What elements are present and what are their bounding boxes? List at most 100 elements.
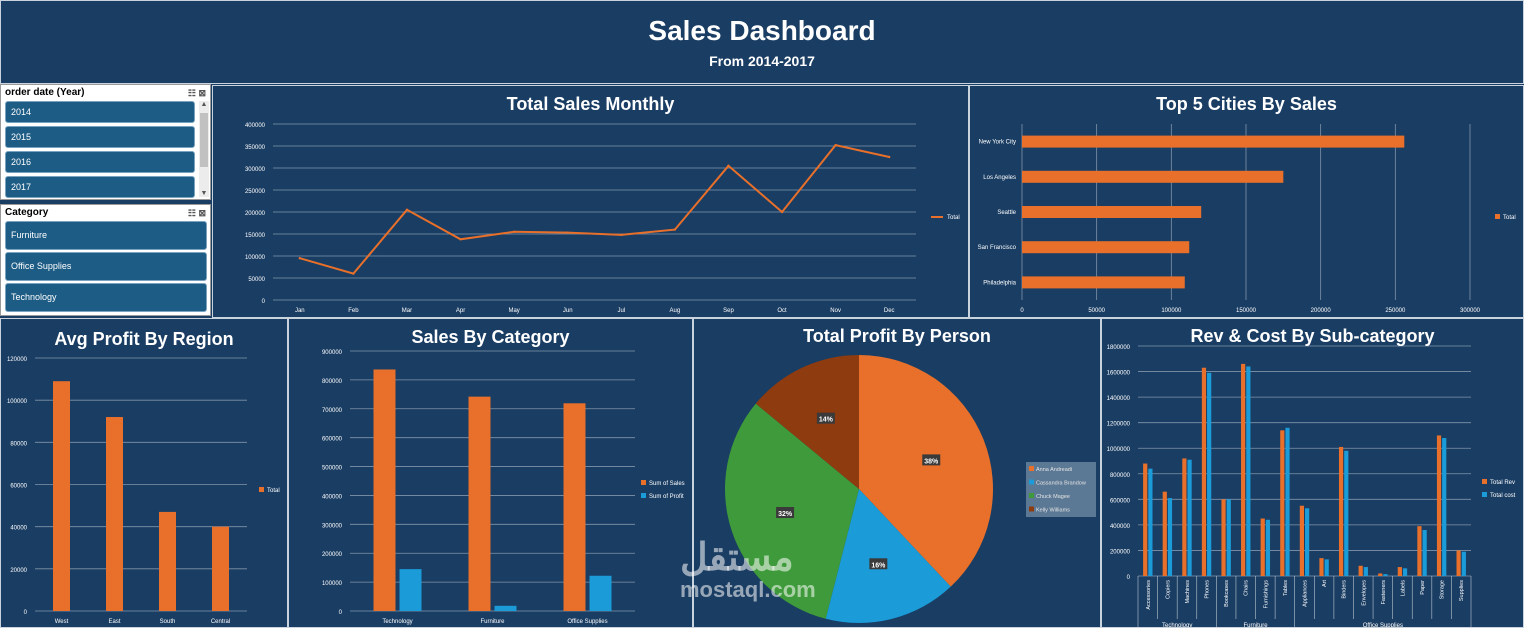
bar-los-angeles [1022,170,1284,183]
slicer-item-furniture[interactable]: Furniture [5,221,207,250]
category-sales-chart: 0 100000 200000 300000 400000 500000 600000 700… [322,350,685,625]
y-axis-tick-label: 0 [24,610,28,616]
x-tick-label: Nov [830,308,841,314]
y-tick-label: Philadelphia [983,280,1016,286]
bar-total-cost [1344,450,1349,576]
legend-box [1026,462,1096,517]
bar-total-rev [1338,446,1344,576]
data-label-box [776,507,795,519]
x-tick-label: 200000 [1311,308,1332,314]
x-tick-label: Copiers [1165,580,1171,599]
clear-filter-icon[interactable]: ⊠ [198,208,206,218]
x-tick-label: East [108,619,120,625]
year-slicer-header: order date (Year) ☷ ⊠ [1,85,210,100]
x-tick-label: Appliances [1303,580,1309,607]
y-axis-tick-label: 60000 [10,484,27,490]
monthly-sales-chart: 0 50000 100000 150000 200000 250000 300000 3500… [245,123,960,314]
person-profit-chart: 38% 16% 32% 14% Anna Andreadi Cassandra Brand… [725,355,1096,623]
y-axis-tick-label: 0 [339,610,343,616]
bar-total-rev [1162,491,1167,576]
y-tick-label: New York City [979,140,1016,146]
chart-title: Avg Profit By Region [54,329,234,349]
x-tick-label: Jan [295,308,305,314]
pie-slice-kelly-williams [755,355,859,489]
legend-label: Total [1503,215,1516,221]
slicer-item-2015[interactable]: 2015 [5,126,195,148]
x-tick-label: Binders [1342,580,1348,599]
bar-east [106,417,123,611]
scroll-thumb[interactable] [200,113,208,167]
multi-select-icon[interactable]: ☷ [187,88,196,98]
legend-label: Kelly Williams [1036,508,1070,514]
bar-total-cost [1246,366,1251,576]
y-axis-tick-label: 100000 [245,255,266,261]
legend-swatch [641,480,646,485]
bar-total-rev [1280,430,1285,576]
bar-total-rev [1201,367,1207,576]
y-axis-tick-label: 250000 [245,189,266,195]
x-tick-label: Chairs [1244,580,1250,596]
legend-swatch [1029,493,1034,498]
x-tick-label: Bookcases [1224,580,1230,607]
chart-panel-region: Avg Profit By Region 0 20000 40000 60000 800… [0,318,288,628]
multi-select-icon[interactable]: ☷ [187,208,196,218]
x-tick-label: Apr [456,308,465,314]
y-axis-tick-label: 1800000 [1107,345,1131,351]
slicer-item-technology[interactable]: Technology [5,283,207,312]
x-tick-label: Jun [563,308,573,314]
y-axis-tick-label: 80000 [10,441,27,447]
data-point [459,238,462,241]
legend-swatch [1495,214,1500,219]
x-tick-label: South [160,619,176,625]
data-point [352,272,355,275]
data-label: 16% [871,562,886,569]
slicer-item-2016[interactable]: 2016 [5,151,195,173]
page-subtitle: From 2014-2017 [709,53,815,69]
bar-total-rev [1182,458,1187,576]
bar-total-rev [1456,550,1461,576]
legend-label: Cassandra Brandow [1036,481,1086,487]
bar-total-cost [1167,498,1173,576]
legend-label: Total cost [1490,493,1516,499]
x-tick-label: Jul [617,308,625,314]
slicer-item-2014[interactable]: 2014 [5,101,195,123]
bar-total-rev [1319,558,1324,576]
y-axis-tick-label: 100000 [7,399,28,405]
series-line-total [299,144,890,275]
chart-panel-subcat: Rev & Cost By Sub-category 0 200000 400000… [1101,318,1524,628]
bar-sum-of-sales [563,403,586,611]
bar-central [212,526,229,611]
slicer-item-office-supplies[interactable]: Office Supplies [5,252,207,281]
clear-filter-icon[interactable]: ⊠ [198,88,206,98]
bar-sum-of-sales [373,369,396,611]
slicer-item-2017[interactable]: 2017 [5,176,195,198]
x-tick-label: Office Supplies [567,619,607,625]
bar-total-cost [1363,567,1368,576]
x-tick-label: Art [1322,580,1328,588]
y-axis-tick-label: 200000 [245,211,266,217]
bar-total-cost [1187,459,1192,576]
y-axis-tick-label: 0 [262,299,266,305]
legend-label: Chuck Magee [1036,494,1070,500]
bar-total-cost [1422,530,1427,576]
scroll-up-icon[interactable]: ▲ [200,101,208,108]
x-tick-label: Oct [777,308,787,314]
scroll-down-icon[interactable]: ▼ [200,190,208,197]
y-axis-tick-label: 300000 [322,523,343,529]
bar-sum-of-profit [399,569,422,611]
y-axis-tick-label: 600000 [1110,498,1131,504]
bar-total-rev [1143,463,1148,576]
x-tick-label: Storage [1440,580,1446,599]
y-axis-tick-label: 20000 [10,568,27,574]
data-point [405,208,409,211]
legend-label: Sum of Profit [649,494,684,500]
year-slicer-scrollbar[interactable]: ▲ ▼ [199,101,209,197]
y-tick-label: Seattle [997,210,1016,216]
watermark-arabic: مستقل [680,537,794,579]
data-point [566,231,569,234]
category-slicer-title: Category [5,207,49,218]
data-point [834,143,837,147]
data-point [727,164,730,167]
y-axis-tick-label: 1400000 [1107,396,1131,402]
legend-label: Anna Andreadi [1036,467,1072,473]
